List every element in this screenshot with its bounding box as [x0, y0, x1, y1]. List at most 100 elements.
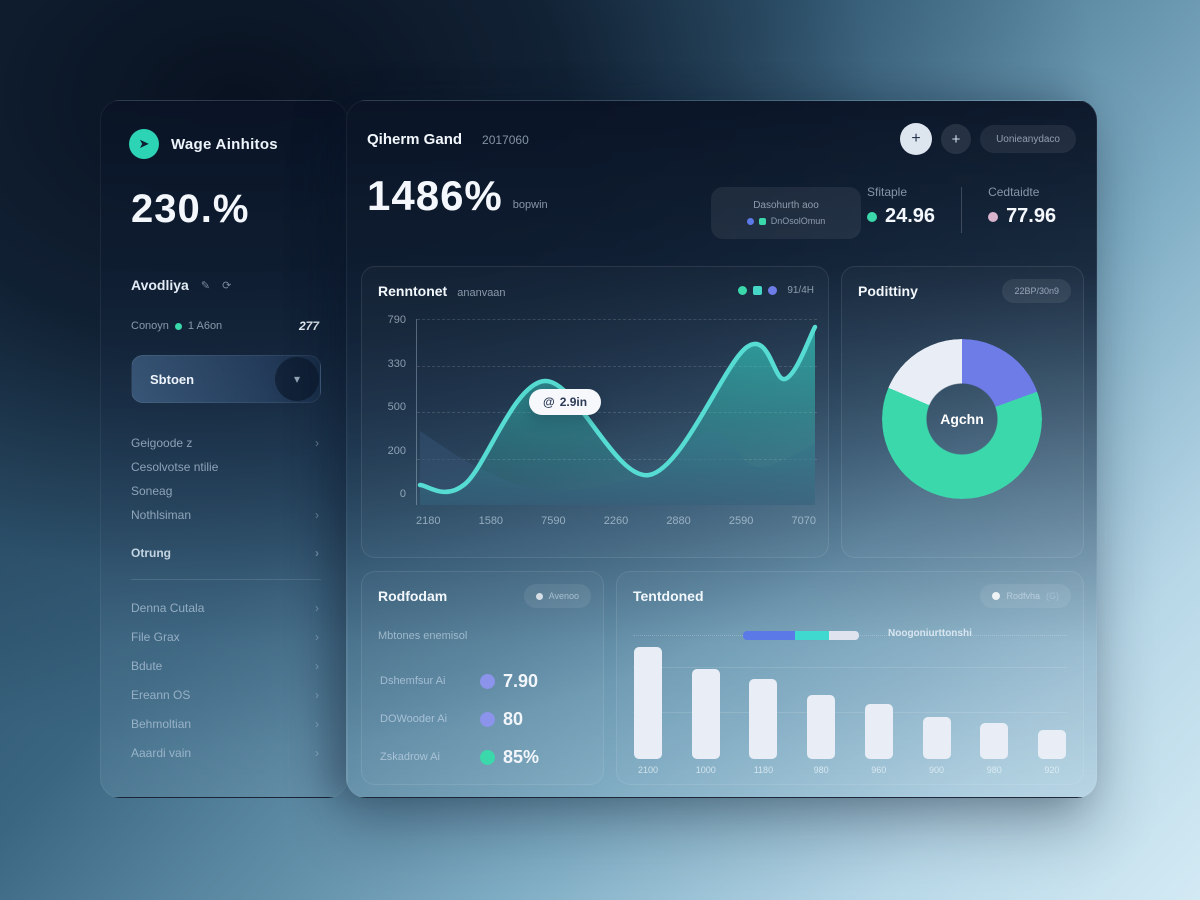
bar-label: 2100 — [637, 765, 659, 775]
breakdown-row-0: Dshemfsur Ai 7.90 — [380, 662, 589, 700]
stat-2-value: 77.96 — [1006, 205, 1057, 227]
summary-tag: 1 A6on — [187, 320, 223, 332]
sidebar-item-0[interactable]: Geigoode z › — [131, 431, 319, 455]
breakdown-row-value: 7.90 — [503, 670, 539, 691]
bar — [864, 704, 893, 759]
sidebar-item-footer-1[interactable]: File Grax › — [131, 622, 319, 651]
donut-panel: Podittiny 22BP/30n9 Agchn — [841, 266, 1084, 558]
sidebar-item-footer-3[interactable]: Ereann OS › — [131, 680, 319, 709]
bar-chart-panel: Tentdoned Rodfvha (G) Noogoniurttonshi 2… — [616, 571, 1084, 785]
line-chart-title: Renntonet — [378, 283, 448, 299]
logo: ➤ Wage Ainhitos — [129, 129, 278, 159]
y-axis: 790 330 500 200 0 — [370, 314, 406, 500]
logo-arrow-icon: ➤ — [129, 129, 159, 159]
page-subtitle: 2017060 — [482, 133, 529, 147]
x-tick: 7070 — [791, 515, 816, 527]
chevron-down-icon[interactable]: ▾ — [275, 357, 319, 401]
menu-item-label: Nothlsiman — [131, 508, 192, 522]
menu-item-label: Cesolvotse ntilie — [131, 460, 219, 474]
bar-column-6: 980 — [979, 723, 1009, 776]
progress-label: Noogoniurttonshi — [888, 628, 972, 639]
kpi-caption: bopwin — [512, 199, 548, 211]
y-tick: 330 — [387, 357, 406, 370]
menu-item-label: Behmoltian — [131, 716, 192, 731]
bar — [1037, 730, 1066, 759]
menu-item-label: File Grax — [131, 629, 180, 644]
tooltip-icon: @ — [543, 395, 555, 409]
chevron-right-icon: › — [315, 629, 319, 644]
sidebar: ➤ Wage Ainhitos 230.% Avodliya ✎ ⟳ Conoy… — [100, 100, 348, 798]
bar-pill-label: Rodfvha — [1006, 591, 1040, 601]
chevron-right-icon: › — [315, 745, 319, 760]
sidebar-item-footer-0[interactable]: Denna Cutala › — [131, 593, 319, 622]
sidebar-item-2[interactable]: Soneag — [131, 479, 319, 503]
kpi-stat-1: Sfitaple 24.96 — [867, 185, 935, 228]
x-tick: 2880 — [666, 515, 691, 527]
donut-pill-button[interactable]: 22BP/30n9 — [1002, 279, 1071, 303]
sidebar-menu-footer: Denna Cutala › File Grax › Bdute › Ereann OS › B… — [131, 593, 319, 767]
header-pill-button[interactable]: Uonieanydaco — [980, 125, 1076, 153]
bar — [691, 669, 720, 759]
add-button-secondary[interactable]: + — [941, 124, 972, 154]
chevron-right-icon: › — [315, 508, 319, 522]
breakdown-row-label: Zskadrow Ai — [380, 751, 440, 763]
sidebar-item-3[interactable]: Nothlsiman › — [131, 503, 319, 527]
main-line-series — [417, 324, 818, 495]
bar-chart: 2100 1000 1180 980 960 900 980 920 — [633, 647, 1067, 776]
x-tick: 2590 — [728, 515, 754, 527]
sidebar-item-footer-2[interactable]: Bdute › — [131, 651, 319, 680]
line-chart-panel: Renntonet ananvaan 91/4H 790 330 500 200 0 — [361, 266, 829, 558]
donut-chart — [882, 339, 1042, 499]
x-tick: 2260 — [603, 515, 629, 527]
bar — [980, 723, 1009, 759]
sidebar-item-1[interactable]: Cesolvotse ntilie — [131, 455, 319, 479]
menu-item-label: Ereann OS — [131, 687, 191, 702]
stat-2-dot — [988, 211, 999, 222]
breakdown-row-value: 85% — [503, 746, 540, 767]
donut-center-label: Agchn — [940, 411, 984, 427]
breakdown-panel: Rodfodam Avenoo Mbtones enemisol Dshemfs… — [361, 571, 604, 785]
breakdown-row-label: Dshemfsur Ai — [380, 675, 446, 687]
breakdown-row-value: 80 — [503, 708, 524, 729]
kpi-stats: Sfitaple 24.96 Cedtaidte 77.96 — [867, 185, 1056, 233]
refresh-icon[interactable]: ⟳ — [222, 279, 232, 292]
sidebar-dropdown[interactable]: Sbtoen ▾ — [131, 355, 321, 403]
line-chart-plot: @ 2.9in — [416, 319, 818, 505]
menu-item-label: Bdute — [131, 658, 163, 673]
kpi-legend-badge: Dasohurth aoo DnOsolOmun — [711, 187, 861, 239]
bar — [749, 679, 778, 759]
legend-square-teal — [758, 217, 766, 225]
bar — [922, 717, 951, 759]
line-chart-legend: 91/4H — [738, 285, 814, 296]
edit-icon[interactable]: ✎ — [200, 279, 211, 292]
bar-label: 1180 — [753, 765, 774, 775]
legend-value: 91/4H — [787, 285, 814, 296]
stat-1-label: Sfitaple — [867, 185, 908, 199]
legend-dot-blue — [746, 217, 754, 225]
x-tick: 2180 — [416, 515, 441, 527]
progress-segment-2 — [829, 631, 859, 640]
sidebar-item-mid-0[interactable]: Otrung › — [131, 541, 319, 565]
line-chart-svg — [417, 324, 818, 505]
y-tick: 790 — [387, 314, 406, 326]
kpi-badge-title: Dasohurth aoo — [753, 200, 819, 211]
bar — [807, 695, 836, 759]
y-tick: 500 — [387, 401, 406, 413]
y-tick: 200 — [387, 444, 406, 457]
breakdown-pill-label: Avenoo — [548, 591, 579, 601]
stat-1-dot — [867, 211, 877, 222]
bar-column-1: 1000 — [691, 669, 721, 776]
summary-label: Conoyn — [131, 320, 169, 332]
add-button-primary[interactable]: + — [900, 123, 933, 155]
page-title: Qiherm Gand — [367, 131, 463, 148]
sidebar-item-footer-5[interactable]: Aaardi vain › — [131, 738, 319, 767]
sidebar-menu-secondary: Otrung › — [131, 541, 319, 565]
bar-chart-pill-button[interactable]: Rodfvha (G) — [980, 584, 1071, 608]
progress-segment-0 — [743, 631, 795, 640]
bar-column-3: 980 — [806, 695, 836, 776]
breakdown-row-2: Zskadrow Ai 85% — [380, 738, 589, 776]
bar-label: 960 — [871, 765, 887, 775]
sidebar-item-footer-4[interactable]: Behmoltian › — [131, 709, 319, 738]
breakdown-pill-button[interactable]: Avenoo — [523, 584, 591, 608]
main-area-fill — [420, 327, 815, 505]
